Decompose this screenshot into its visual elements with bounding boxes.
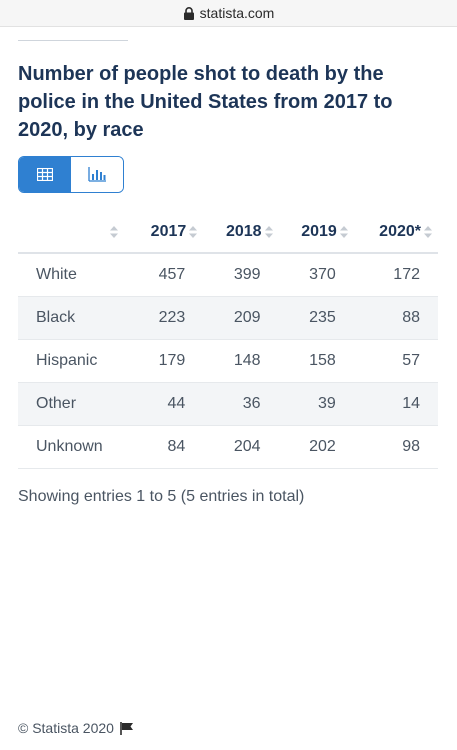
- table-cell: 57: [353, 339, 438, 383]
- table-cell: 235: [278, 296, 354, 340]
- bar-chart-icon: [88, 167, 106, 182]
- browser-address-bar[interactable]: statista.com: [0, 0, 457, 27]
- lock-icon: [183, 6, 194, 20]
- table-cell: 14: [353, 382, 438, 426]
- table-row: Hispanic 179 148 158 57: [18, 339, 438, 383]
- table-icon: [37, 168, 53, 181]
- row-label: White: [18, 253, 128, 297]
- row-label: Other: [18, 382, 128, 426]
- table-cell: 36: [203, 382, 279, 426]
- copyright-text: © Statista 2020: [18, 720, 114, 736]
- sort-icon: [264, 225, 273, 238]
- table-cell: 179: [128, 339, 204, 383]
- table-cell: 202: [278, 425, 354, 469]
- sort-icon: [339, 225, 348, 238]
- row-label: Black: [18, 296, 128, 340]
- table-cell: 44: [128, 382, 204, 426]
- entries-info: Showing entries 1 to 5 (5 entries in tot…: [18, 488, 305, 505]
- sort-icon: [424, 225, 432, 238]
- page-title: Number of people shot to death by the po…: [18, 63, 393, 141]
- chart-view-button[interactable]: [71, 157, 123, 192]
- table-cell: 370: [278, 253, 354, 297]
- footer: © Statista 2020: [18, 720, 134, 736]
- table-row: Black 223 209 235 88: [18, 296, 438, 340]
- column-header[interactable]: 2017: [128, 212, 204, 254]
- row-label: Unknown: [18, 425, 128, 469]
- table-cell: 399: [203, 253, 279, 297]
- table-cell: 84: [128, 425, 204, 469]
- sort-icon: [189, 225, 198, 238]
- view-toggle: [18, 156, 124, 193]
- table-view-button[interactable]: [19, 157, 71, 192]
- table-cell: 223: [128, 296, 204, 340]
- table-cell: 209: [203, 296, 279, 340]
- table-cell: 98: [353, 425, 438, 469]
- divider: [18, 40, 128, 41]
- table-cell: 88: [353, 296, 438, 340]
- data-table: 2017 2018 2019 2020* White 457 399 370 1…: [18, 212, 438, 469]
- column-header[interactable]: 2018: [203, 212, 279, 254]
- column-header[interactable]: 2019: [278, 212, 354, 254]
- url-text: statista.com: [199, 5, 275, 21]
- sort-icon: [110, 225, 118, 238]
- table-header-row: 2017 2018 2019 2020*: [18, 212, 438, 254]
- table-row: Unknown 84 204 202 98: [18, 425, 438, 469]
- table-cell: 39: [278, 382, 354, 426]
- table-row: White 457 399 370 172: [18, 253, 438, 297]
- table-cell: 148: [203, 339, 279, 383]
- flag-icon[interactable]: [120, 721, 134, 735]
- table-row: Other 44 36 39 14: [18, 382, 438, 426]
- column-header-label[interactable]: [18, 212, 128, 254]
- column-header[interactable]: 2020*: [353, 212, 438, 254]
- table-cell: 158: [278, 339, 354, 383]
- table-cell: 457: [128, 253, 204, 297]
- table-cell: 172: [353, 253, 438, 297]
- row-label: Hispanic: [18, 339, 128, 383]
- table-cell: 204: [203, 425, 279, 469]
